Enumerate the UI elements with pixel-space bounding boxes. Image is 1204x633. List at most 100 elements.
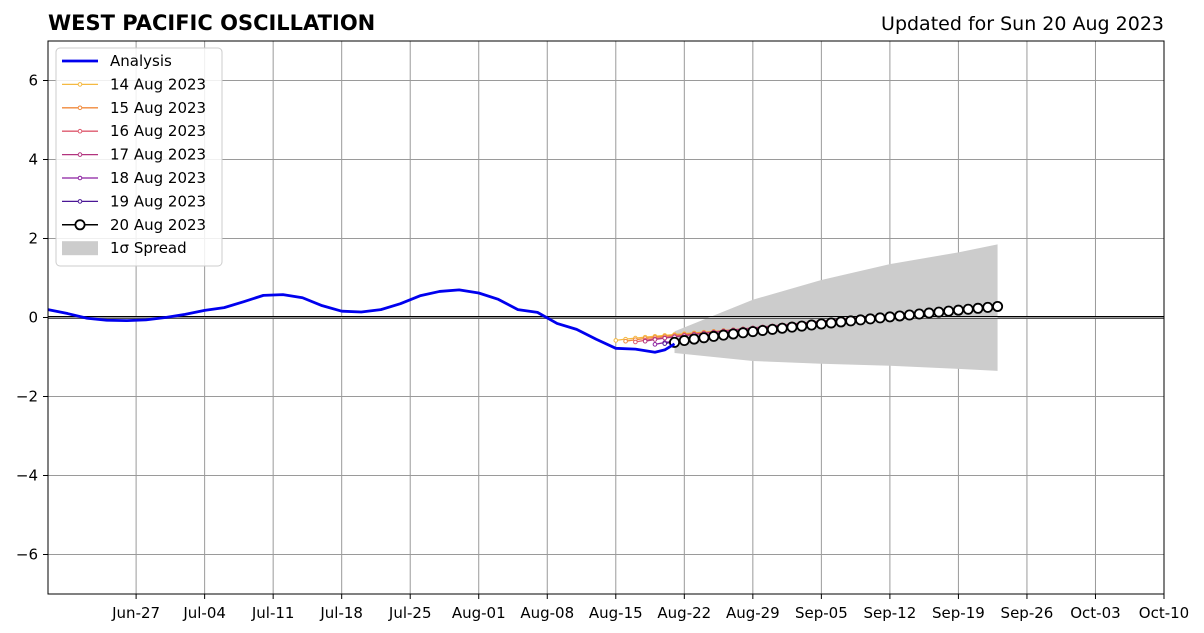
- y-tick-label: 0: [28, 309, 38, 327]
- forecast-point: [825, 317, 837, 329]
- chart-subtitle: Updated for Sun 20 Aug 2023: [881, 13, 1164, 35]
- y-tick-label: −4: [16, 467, 38, 485]
- legend-box: [55, 47, 223, 267]
- x-tick-label: Aug-29: [726, 604, 780, 622]
- legend-swatch-marker: [77, 175, 83, 181]
- spread-area: [674, 244, 998, 371]
- legend-item: 15 Aug 2023: [62, 99, 206, 117]
- forecast-point: [923, 307, 935, 319]
- forecast-point: [952, 304, 964, 316]
- forecast-point: [633, 339, 638, 345]
- legend-swatch-marker: [77, 152, 83, 157]
- x-tick-label: Jun-27: [111, 604, 160, 622]
- y-tick-label: 6: [28, 72, 38, 90]
- forecast-point: [662, 341, 668, 346]
- spread-band: [674, 244, 998, 371]
- y-tick-label: −6: [16, 546, 38, 564]
- forecast-point: [962, 303, 974, 315]
- legend-swatch-spread: [62, 241, 98, 256]
- forecast-point: [855, 314, 867, 326]
- x-tick-label: Jul-25: [388, 604, 432, 622]
- forecast-point: [903, 309, 915, 321]
- forecast-point: [992, 300, 1004, 312]
- forecast-point: [747, 326, 759, 338]
- forecast-point: [884, 311, 896, 323]
- legend-label: 18 Aug 2023: [110, 169, 206, 187]
- x-tick-label: Sep-19: [932, 604, 985, 622]
- legend-label: 16 Aug 2023: [110, 122, 206, 140]
- legend-label: Analysis: [110, 52, 172, 70]
- forecast-point: [806, 319, 818, 331]
- legend-item: 17 Aug 2023: [62, 146, 206, 164]
- x-tick-label: Sep-12: [864, 604, 917, 622]
- forecast-point: [708, 330, 720, 342]
- legend-item: 20 Aug 2023: [62, 216, 206, 234]
- x-tick-label: Aug-01: [452, 604, 506, 622]
- forecast-point: [845, 315, 857, 327]
- zero-line: [48, 316, 1164, 319]
- forecast-point: [737, 327, 749, 339]
- forecast-point: [874, 312, 886, 324]
- x-tick-label: Oct-03: [1070, 604, 1120, 622]
- legend-label: 19 Aug 2023: [110, 192, 206, 210]
- legend-label: 15 Aug 2023: [110, 99, 206, 117]
- forecast-point: [613, 338, 619, 343]
- forecast-point: [835, 316, 847, 328]
- forecast-point: [678, 335, 690, 347]
- legend-item: 18 Aug 2023: [62, 169, 206, 187]
- legend-item: 14 Aug 2023: [62, 75, 206, 93]
- forecast-point: [688, 333, 700, 345]
- y-tick-label: 4: [28, 151, 38, 169]
- forecast-point: [623, 338, 628, 344]
- forecast-series: [669, 300, 1004, 348]
- forecast-point: [652, 337, 658, 342]
- forecast-point: [727, 328, 739, 340]
- legend-swatch-marker: [77, 128, 83, 134]
- x-tick-label: Sep-05: [795, 604, 848, 622]
- x-tick-label: Sep-26: [1001, 604, 1054, 622]
- forecast-point: [662, 335, 668, 341]
- forecast-point: [652, 342, 658, 347]
- x-tick-label: Jul-11: [251, 604, 295, 622]
- legend: Analysis 14 Aug 2023 15 Aug 2023 16 Aug 202…: [55, 47, 223, 267]
- forecast-point: [982, 301, 994, 313]
- y-tick-label: −2: [16, 388, 38, 406]
- legend-label: 14 Aug 2023: [110, 75, 206, 93]
- forecast-point: [796, 320, 808, 332]
- forecast-point: [776, 322, 788, 334]
- series-layer: [47, 288, 1004, 354]
- forecast-point: [786, 321, 798, 333]
- legend-swatch-marker: [77, 105, 83, 111]
- forecast-point: [913, 308, 925, 320]
- x-tick-label: Aug-15: [589, 604, 643, 622]
- forecast-point: [972, 302, 984, 314]
- legend-item: 19 Aug 2023: [62, 192, 206, 210]
- forecast-point: [894, 310, 906, 322]
- legend-item: Analysis: [62, 52, 172, 70]
- forecast-point: [864, 313, 876, 325]
- x-tick-label: Aug-08: [520, 604, 574, 622]
- chart-title: WEST PACIFIC OSCILLATION: [48, 11, 375, 35]
- tick-layer: Jun-27 Jul-04 Jul-11 Jul-18 Jul-25 Aug-01 Aug-…: [16, 72, 1189, 623]
- legend-label: 20 Aug 2023: [110, 216, 206, 234]
- forecast-point: [943, 305, 955, 317]
- legend-item: 1σ Spread: [62, 239, 187, 257]
- forecast-point: [815, 318, 827, 330]
- forecast-point: [933, 306, 945, 318]
- x-tick-label: Oct-10: [1139, 604, 1189, 622]
- forecast-point: [757, 324, 769, 336]
- x-tick-label: Jul-04: [182, 604, 226, 622]
- x-tick-label: Jul-18: [319, 604, 363, 622]
- forecast-point: [717, 329, 729, 341]
- legend-swatch-marker: [77, 82, 83, 87]
- x-tick-label: Aug-22: [657, 604, 711, 622]
- y-tick-label: 2: [28, 230, 38, 248]
- legend-item: 16 Aug 2023: [62, 122, 206, 140]
- legend-swatch-marker: [77, 199, 83, 204]
- analysis-line: [47, 288, 676, 354]
- legend-label: 1σ Spread: [110, 239, 187, 257]
- forecast-point: [698, 332, 710, 344]
- legend-swatch-marker: [74, 219, 86, 231]
- forecast-point: [766, 323, 778, 335]
